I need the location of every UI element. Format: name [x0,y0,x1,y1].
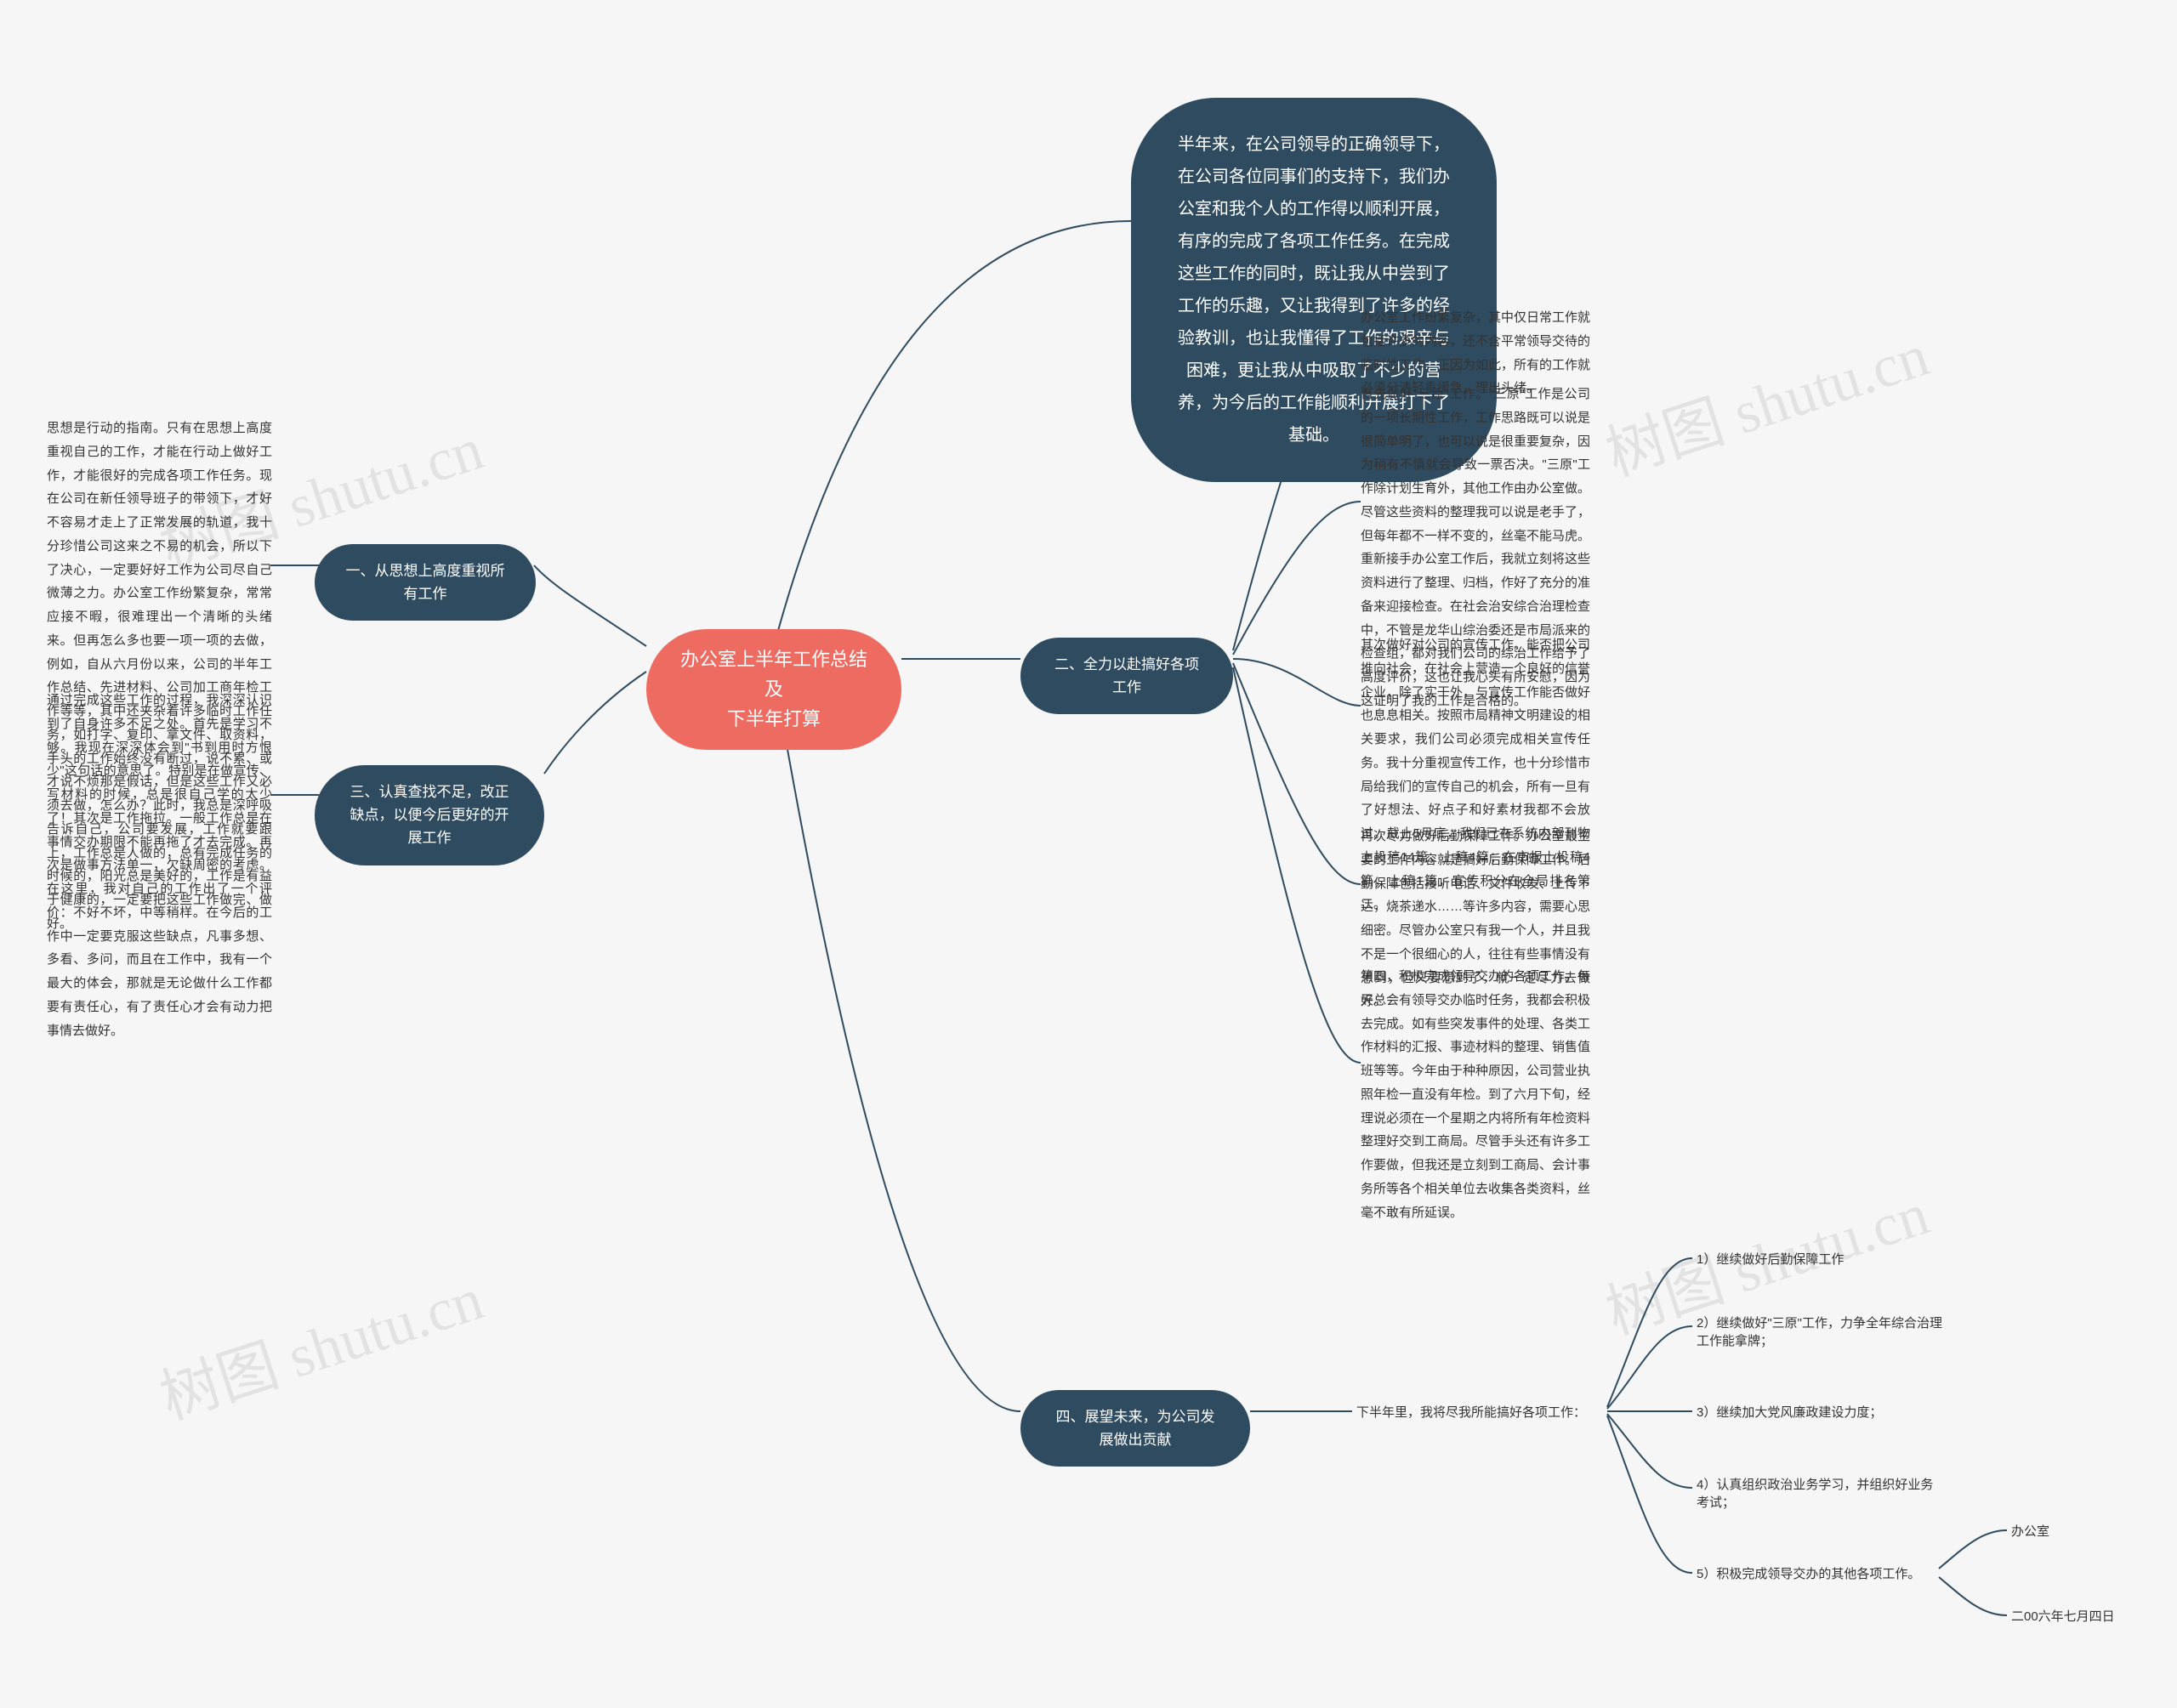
section4-title: 四、展望未来，为公司发展做出贡献 [1020,1390,1250,1467]
section1-title: 一、从思想上高度重视所有工作 [315,544,536,621]
root-label: 办公室上半年工作总结及 下半年打算 [646,629,901,750]
section3-title: 三、认真查找不足，改正缺点，以便今后更好的开展工作 [315,765,544,865]
watermark: 树图 shutu.cn [1594,308,1938,492]
section3-node[interactable]: 三、认真查找不足，改正缺点，以便今后更好的开展工作 [315,765,544,865]
section4-item-5: 5）积极完成领导交办的其他各项工作。 [1697,1564,1920,1582]
section4-footer-2: 二00六年七月四日 [2011,1607,2115,1625]
section4-item-4: 4）认真组织政治业务学习，并组织好业务考试； [1697,1475,1943,1511]
section4-item-2: 2）继续做好"三原"工作，力争全年综合治理工作能拿牌； [1697,1314,1943,1349]
section4-lead: 下半年里，我将尽我所能搞好各项工作： [1356,1403,1586,1421]
section1-node[interactable]: 一、从思想上高度重视所有工作 [315,544,536,621]
section4-item-1: 1）继续做好后勤保障工作 [1697,1250,1844,1268]
root-node[interactable]: 办公室上半年工作总结及 下半年打算 [646,629,901,750]
section4-item-3: 3）继续加大党风廉政建设力度； [1697,1403,1882,1421]
section3-body: 通过完成这些工作的过程，我深深认识到了自身许多不足之处。首先是学习不够。我现在深… [47,689,272,1042]
section2-title: 二、全力以赴搞好各项工作 [1020,638,1233,714]
section4-footer-1: 办公室 [2011,1522,2049,1540]
section2-node[interactable]: 二、全力以赴搞好各项工作 [1020,638,1233,714]
section2-p4: 第四，积极完成领导交办的各项工作。每天总会有领导交办临时任务，我都会积极去完成。… [1361,965,1590,1224]
section4-node[interactable]: 四、展望未来，为公司发展做出贡献 [1020,1390,1250,1467]
watermark: 树图 shutu.cn [148,1251,492,1436]
